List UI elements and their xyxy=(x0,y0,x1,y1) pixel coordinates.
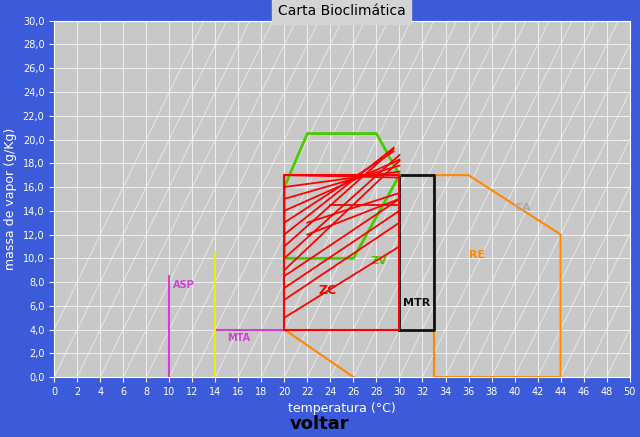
Text: ASP: ASP xyxy=(173,280,195,290)
Text: RE: RE xyxy=(468,250,484,260)
Y-axis label: massa de vapor (g/Kg): massa de vapor (g/Kg) xyxy=(4,128,17,270)
X-axis label: temperatura (°C): temperatura (°C) xyxy=(288,402,396,415)
Text: CA: CA xyxy=(515,203,531,213)
Text: ZC: ZC xyxy=(319,284,337,297)
Title: Carta Bioclimática: Carta Bioclimática xyxy=(278,4,406,18)
Text: MTR: MTR xyxy=(403,298,430,308)
Text: ZV: ZV xyxy=(371,256,387,266)
Text: voltar: voltar xyxy=(290,415,350,433)
Text: MTA: MTA xyxy=(227,333,250,343)
